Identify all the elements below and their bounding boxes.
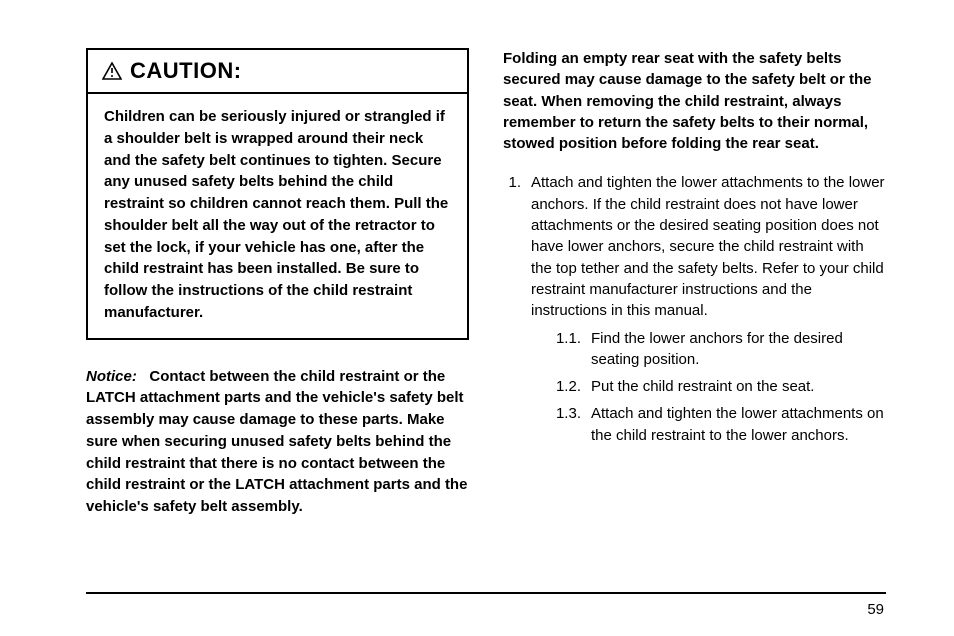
step-text: Attach and tighten the lower attachments… — [531, 172, 886, 452]
substep-text: Attach and tighten the lower attachments… — [591, 403, 886, 446]
sub-step-list: 1.1. Find the lower anchors for the desi… — [531, 328, 886, 446]
step-body: Attach and tighten the lower attachments… — [531, 174, 885, 319]
substep-text: Put the child restraint on the seat. — [591, 376, 886, 397]
list-item: 1.2. Put the child restraint on the seat… — [555, 376, 886, 397]
substep-number: 1.1. — [555, 328, 591, 371]
list-item: 1. Attach and tighten the lower attachme… — [503, 172, 886, 452]
notice-label: Notice: — [86, 368, 137, 385]
left-column: CAUTION: Children can be seriously injur… — [86, 48, 469, 588]
caution-box: CAUTION: Children can be seriously injur… — [86, 48, 469, 340]
footer-divider — [86, 592, 886, 594]
list-item: 1.3. Attach and tighten the lower attach… — [555, 403, 886, 446]
notice-body: Contact between the child restraint or t… — [86, 368, 467, 516]
right-intro-text: Folding an empty rear seat with the safe… — [503, 48, 886, 154]
substep-number: 1.3. — [555, 403, 591, 446]
step-list: 1. Attach and tighten the lower attachme… — [503, 172, 886, 452]
substep-text: Find the lower anchors for the desired s… — [591, 328, 886, 371]
page-content: CAUTION: Children can be seriously injur… — [86, 48, 886, 588]
caution-title: CAUTION: — [130, 58, 242, 84]
notice-paragraph: Notice: Contact between the child restra… — [86, 366, 469, 518]
page-number: 59 — [867, 601, 884, 618]
step-number: 1. — [503, 172, 531, 452]
right-column: Folding an empty rear seat with the safe… — [503, 48, 886, 588]
warning-triangle-icon — [102, 62, 122, 80]
caution-body-text: Children can be seriously injured or str… — [88, 94, 467, 338]
caution-header: CAUTION: — [88, 50, 467, 94]
list-item: 1.1. Find the lower anchors for the desi… — [555, 328, 886, 371]
substep-number: 1.2. — [555, 376, 591, 397]
